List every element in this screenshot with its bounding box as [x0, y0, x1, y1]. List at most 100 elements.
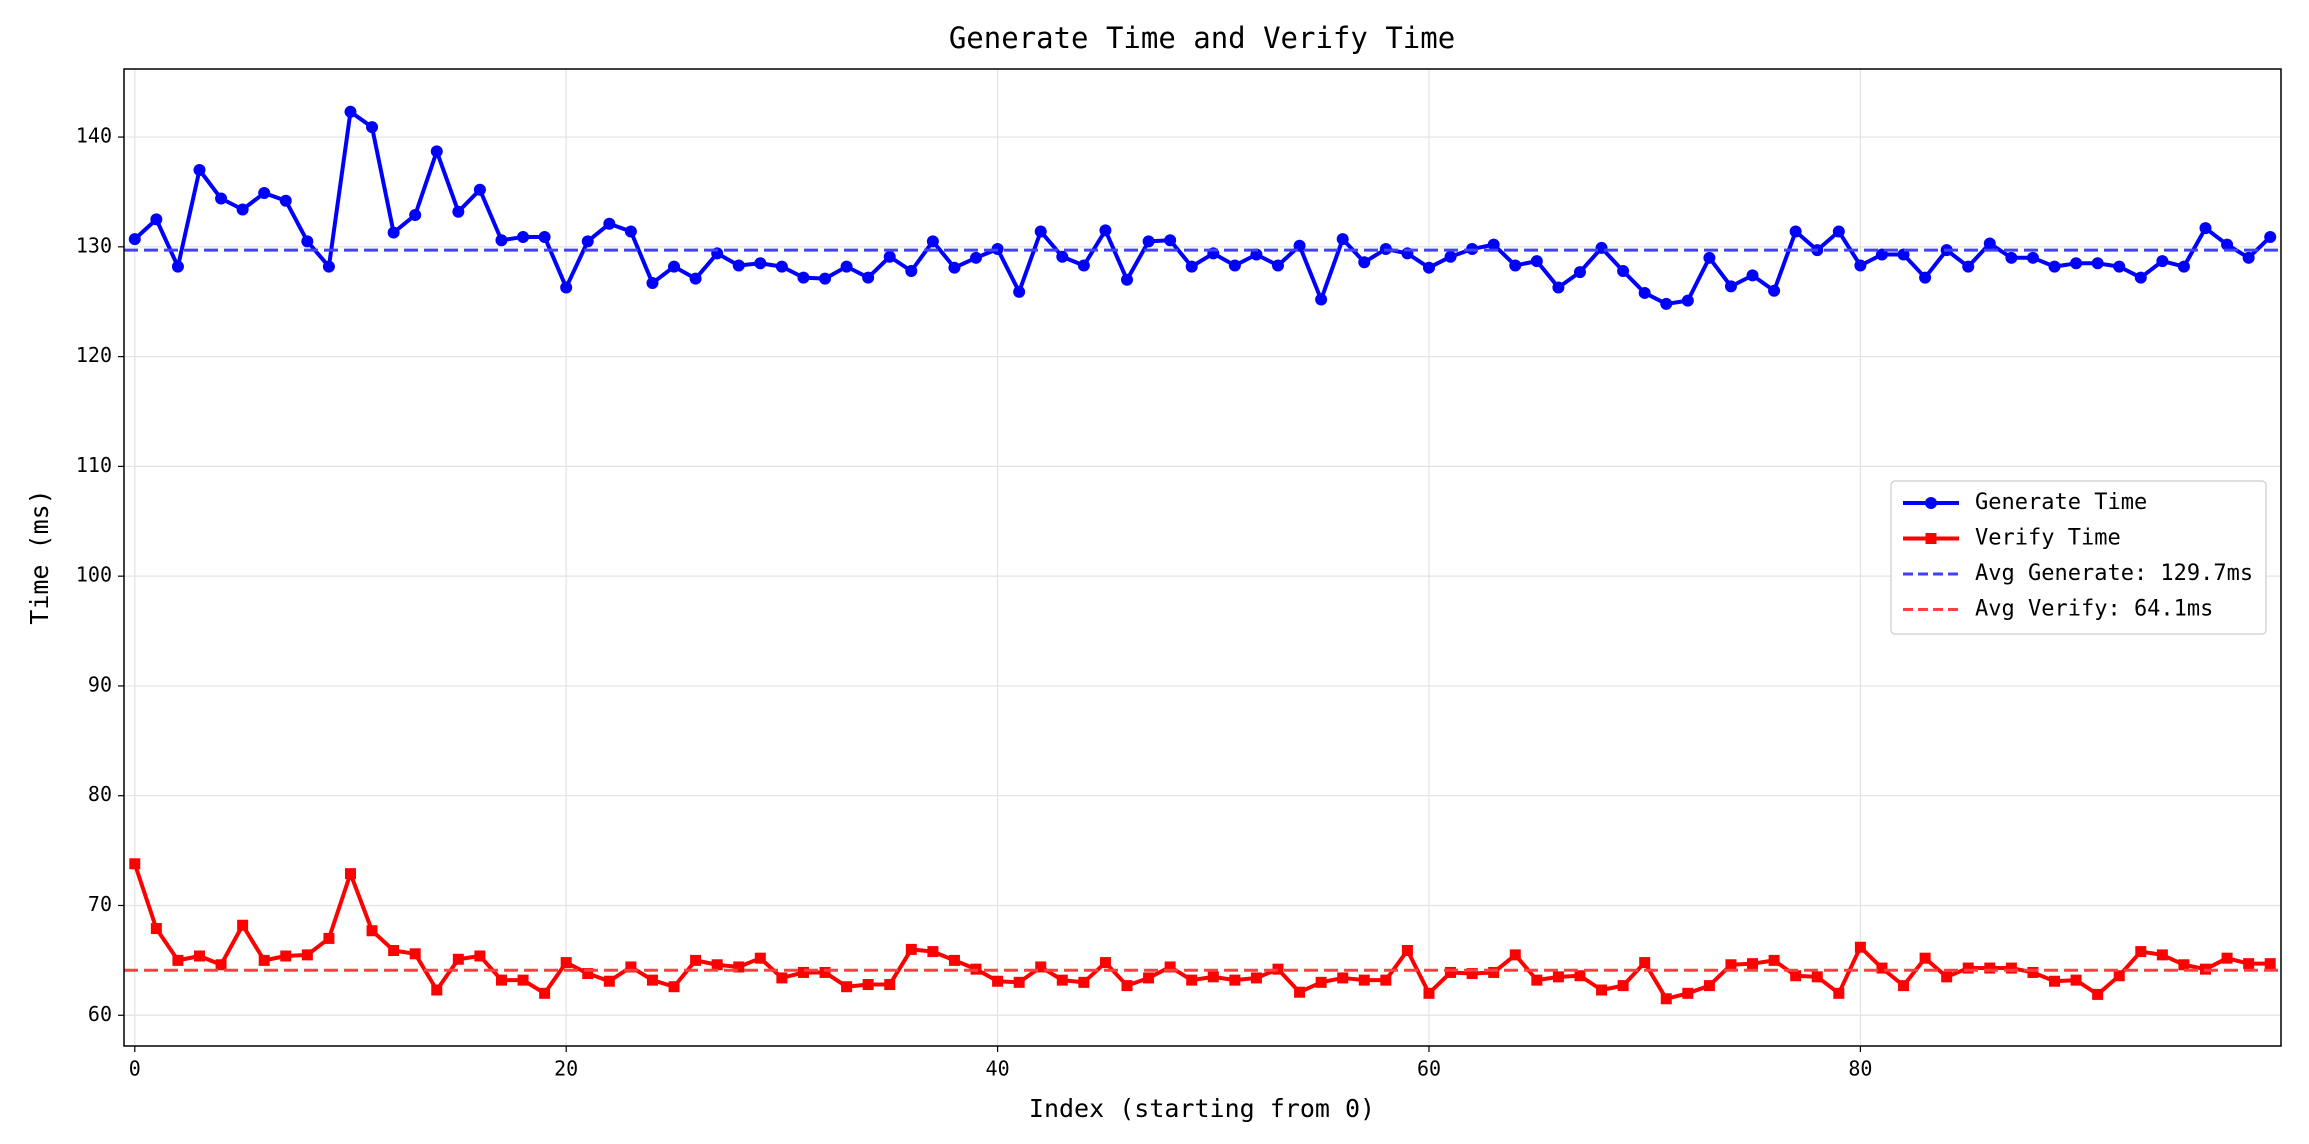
marker [172, 954, 184, 966]
marker [2221, 238, 2234, 251]
marker [2005, 962, 2017, 974]
marker [2177, 260, 2190, 273]
marker [344, 105, 357, 118]
marker [690, 954, 702, 966]
marker [301, 949, 313, 961]
marker [517, 230, 530, 243]
marker [193, 163, 206, 176]
marker [646, 277, 659, 290]
marker [1746, 269, 1759, 282]
marker [862, 271, 875, 284]
marker [1077, 259, 1090, 272]
marker [581, 235, 594, 248]
marker [1898, 980, 1910, 992]
marker [1142, 235, 1155, 248]
marker [1552, 971, 1564, 983]
marker [129, 858, 141, 870]
marker [927, 946, 939, 958]
marker [2091, 257, 2104, 270]
marker [409, 948, 421, 960]
marker [473, 183, 486, 196]
legend-label: Generate Time [1975, 490, 2147, 515]
legend-box [1890, 480, 2267, 635]
marker [517, 974, 529, 986]
marker [366, 925, 378, 937]
y-tick-label: 110 [76, 453, 112, 477]
marker [1380, 974, 1392, 986]
marker [539, 987, 551, 999]
marker [625, 961, 637, 973]
marker [1919, 271, 1932, 284]
marker [1445, 966, 1457, 978]
marker [582, 968, 594, 980]
marker [1984, 962, 1996, 974]
marker [992, 975, 1004, 987]
marker [732, 259, 745, 272]
marker [841, 981, 853, 993]
marker [2243, 958, 2255, 970]
marker [1724, 280, 1737, 293]
marker [948, 954, 960, 966]
marker [948, 261, 961, 274]
marker [1466, 968, 1478, 980]
marker [1358, 256, 1371, 269]
marker [366, 121, 379, 134]
marker [1660, 297, 1673, 310]
marker [775, 260, 788, 273]
marker [1596, 984, 1608, 996]
marker [2264, 958, 2276, 970]
y-tick-label: 60 [88, 1002, 112, 1026]
marker [1833, 987, 1845, 999]
marker [1337, 972, 1349, 984]
marker [2092, 988, 2104, 1000]
marker [495, 234, 508, 247]
marker [1790, 970, 1802, 982]
marker [2048, 260, 2061, 273]
marker [1682, 987, 1694, 999]
marker [430, 145, 443, 158]
y-tick-label: 140 [76, 124, 112, 148]
marker [2135, 946, 2147, 958]
marker [754, 952, 766, 964]
y-axis-label: Time (ms) [25, 489, 54, 624]
marker [1574, 970, 1586, 982]
marker [1164, 961, 1176, 973]
marker [1229, 974, 1241, 986]
marker [387, 226, 400, 239]
marker [279, 194, 292, 207]
marker [1854, 259, 1867, 272]
marker [1573, 266, 1586, 279]
marker [1121, 980, 1133, 992]
marker [474, 950, 486, 962]
marker [1294, 986, 1306, 998]
marker [1925, 533, 1937, 544]
marker [215, 192, 228, 205]
marker [1423, 987, 1435, 999]
marker [258, 187, 271, 200]
marker [344, 868, 356, 880]
marker [2070, 257, 2083, 270]
marker [150, 213, 163, 226]
marker [431, 984, 443, 996]
y-tick-label: 70 [88, 892, 112, 916]
marker [668, 981, 680, 993]
marker [689, 272, 702, 285]
marker [1228, 259, 1241, 272]
marker [495, 974, 507, 986]
marker [1768, 284, 1781, 297]
marker [1207, 971, 1219, 983]
marker [322, 260, 335, 273]
marker [2113, 260, 2126, 273]
marker [1164, 234, 1177, 247]
marker [1531, 974, 1543, 986]
marker [1725, 959, 1737, 971]
marker [733, 961, 745, 973]
marker [301, 235, 314, 248]
marker [2113, 970, 2125, 982]
marker [1681, 294, 1694, 307]
marker [1660, 993, 1672, 1005]
chart-title: Generate Time and Verify Time [949, 21, 1455, 55]
marker [926, 235, 939, 248]
